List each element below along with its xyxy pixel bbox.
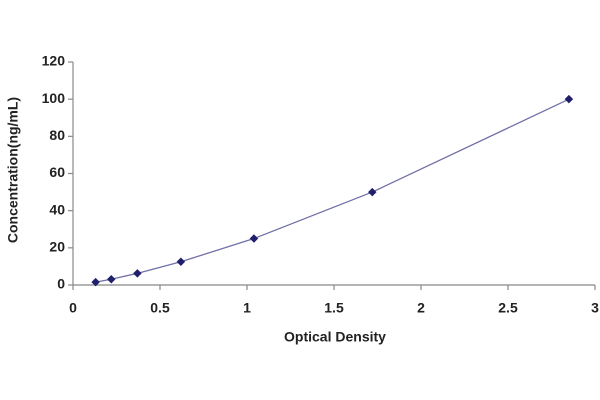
- x-tick-label: 1.5: [324, 300, 344, 316]
- data-point: [176, 257, 186, 267]
- y-tick-label: 20: [49, 239, 65, 255]
- data-point: [564, 94, 574, 104]
- x-tick-label: 0: [69, 300, 77, 316]
- data-point: [133, 269, 142, 278]
- data-point: [368, 187, 377, 197]
- data-point: [107, 274, 116, 284]
- data-point: [249, 234, 259, 243]
- x-tick-label: 1: [243, 300, 251, 316]
- y-tick-label: 80: [49, 127, 65, 143]
- y-tick-label: 120: [42, 53, 66, 69]
- fit-curve: [95, 98, 570, 283]
- x-tick-label: 0.5: [150, 300, 170, 316]
- x-tick-label: 2.5: [498, 300, 518, 316]
- x-axis-title: Optical Density: [284, 329, 386, 345]
- y-axis-title: Concentration(ng/mL): [5, 97, 21, 243]
- y-tick-label: 40: [49, 201, 65, 217]
- y-tick-label: 100: [42, 90, 66, 106]
- y-tick-label: 0: [57, 276, 65, 292]
- x-tick-label: 3: [591, 300, 599, 316]
- x-tick-label: 2: [417, 300, 425, 316]
- y-tick-label: 60: [49, 164, 65, 180]
- data-point: [91, 277, 100, 287]
